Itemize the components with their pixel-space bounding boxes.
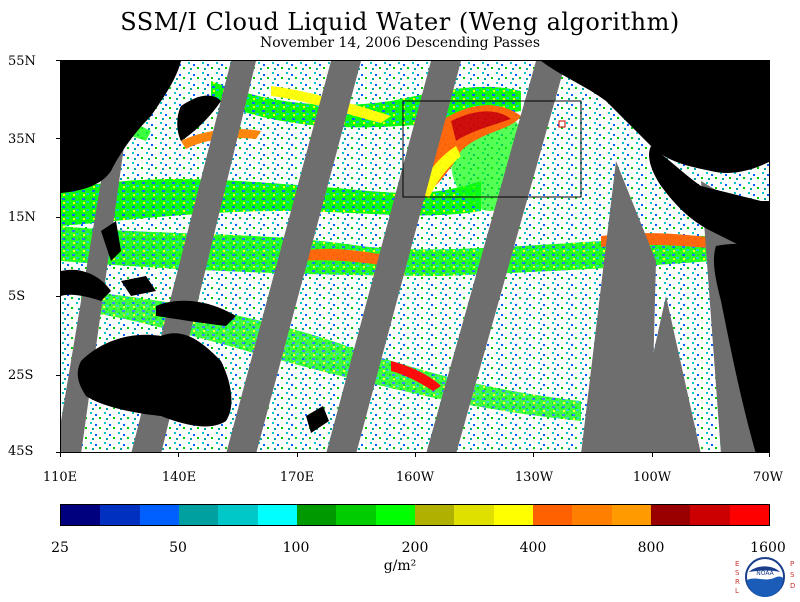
lon-label-100w: 100W [632, 470, 672, 485]
svg-text:S: S [790, 571, 795, 579]
svg-text:R: R [735, 578, 740, 586]
colorbar-swatch-8 [375, 505, 415, 525]
colorbar-swatch-9 [414, 505, 455, 525]
colorbar-swatch-12 [532, 505, 573, 525]
color-scale-bar [60, 504, 770, 526]
lon-label-140e: 140E [161, 470, 197, 485]
colorbar-label-200: 200 [401, 540, 429, 556]
colorbar-swatch-5 [257, 505, 297, 525]
logo-center-text: NOAA [756, 570, 774, 577]
colorbar-swatch-7 [336, 505, 376, 525]
lon-label-130w: 130W [514, 470, 554, 485]
colorbar-swatch-2 [139, 505, 179, 525]
location-marker [558, 120, 566, 128]
colorbar-swatch-6 [296, 505, 337, 525]
cloud-water-map [60, 60, 770, 453]
colorbar-swatch-17 [729, 505, 769, 525]
colorbar-label-100: 100 [282, 540, 310, 556]
colorbar-label-25: 25 [51, 540, 69, 556]
lon-label-160w: 160W [395, 470, 435, 485]
colorbar-label-50: 50 [169, 540, 187, 556]
colorbar-label-1600: 1600 [750, 540, 786, 556]
colorbar-swatch-11 [493, 505, 533, 525]
region-highlight-box [402, 100, 582, 198]
lon-label-70w: 70W [753, 470, 783, 485]
lat-label-25s: 25S [8, 368, 34, 383]
lon-label-110e: 110E [42, 470, 78, 485]
lat-label-15n: 15N [8, 210, 36, 225]
svg-text:D: D [790, 582, 795, 590]
colorbar-swatch-4 [218, 505, 258, 525]
lat-label-45s: 45S [8, 444, 34, 459]
land-masses [61, 61, 769, 452]
svg-text:P: P [790, 560, 794, 568]
lon-label-170e: 170E [279, 470, 315, 485]
colorbar-swatch-15 [650, 505, 691, 525]
colorbar-swatch-1 [100, 505, 140, 525]
map-title: SSM/I Cloud Liquid Water (Weng algorithm… [120, 8, 680, 36]
map-subtitle: November 14, 2006 Descending Passes [259, 35, 540, 51]
colorbar-swatch-0 [61, 505, 101, 525]
lat-label-35n: 35N [8, 132, 36, 147]
lat-label-5s: 5S [8, 289, 26, 304]
svg-text:E: E [735, 560, 739, 568]
colorbar-swatch-3 [178, 505, 219, 525]
svg-text:L: L [735, 587, 739, 595]
units-label: g/m² [383, 558, 417, 574]
colorbar-swatch-16 [690, 505, 730, 525]
colorbar-swatch-14 [611, 505, 651, 525]
colorbar-label-800: 800 [637, 540, 665, 556]
svg-text:S: S [735, 569, 740, 577]
colorbar-label-400: 400 [519, 540, 547, 556]
colorbar-swatch-13 [572, 505, 612, 525]
lat-label-55n: 55N [8, 54, 36, 69]
colorbar-swatch-10 [454, 505, 494, 525]
